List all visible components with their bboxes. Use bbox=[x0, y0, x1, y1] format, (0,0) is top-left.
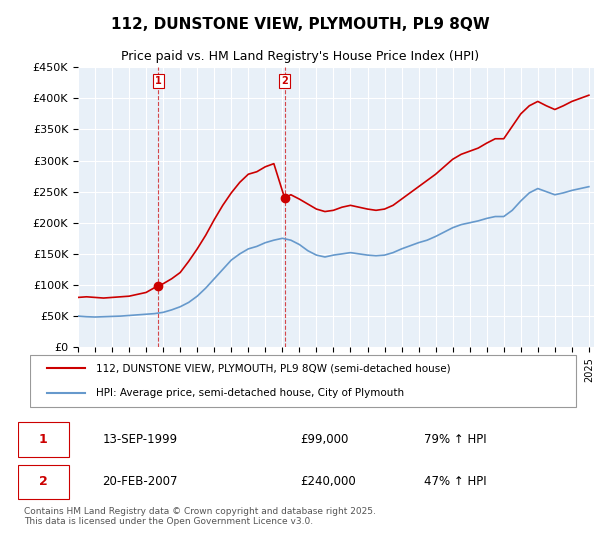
Text: 20-FEB-2007: 20-FEB-2007 bbox=[103, 475, 178, 488]
Text: HPI: Average price, semi-detached house, City of Plymouth: HPI: Average price, semi-detached house,… bbox=[96, 388, 404, 398]
Text: 13-SEP-1999: 13-SEP-1999 bbox=[103, 433, 178, 446]
Text: 2: 2 bbox=[39, 475, 48, 488]
Text: £240,000: £240,000 bbox=[300, 475, 356, 488]
Text: £99,000: £99,000 bbox=[300, 433, 349, 446]
Text: Price paid vs. HM Land Registry's House Price Index (HPI): Price paid vs. HM Land Registry's House … bbox=[121, 50, 479, 63]
Text: 1: 1 bbox=[39, 433, 48, 446]
Text: 1: 1 bbox=[155, 76, 161, 86]
Text: 47% ↑ HPI: 47% ↑ HPI bbox=[424, 475, 487, 488]
Text: 2: 2 bbox=[281, 76, 288, 86]
FancyBboxPatch shape bbox=[30, 355, 577, 407]
Text: Contains HM Land Registry data © Crown copyright and database right 2025.
This d: Contains HM Land Registry data © Crown c… bbox=[23, 507, 376, 526]
FancyBboxPatch shape bbox=[18, 465, 69, 498]
Text: 79% ↑ HPI: 79% ↑ HPI bbox=[424, 433, 487, 446]
Text: 112, DUNSTONE VIEW, PLYMOUTH, PL9 8QW: 112, DUNSTONE VIEW, PLYMOUTH, PL9 8QW bbox=[110, 17, 490, 32]
FancyBboxPatch shape bbox=[18, 422, 69, 456]
Text: 112, DUNSTONE VIEW, PLYMOUTH, PL9 8QW (semi-detached house): 112, DUNSTONE VIEW, PLYMOUTH, PL9 8QW (s… bbox=[96, 363, 451, 374]
